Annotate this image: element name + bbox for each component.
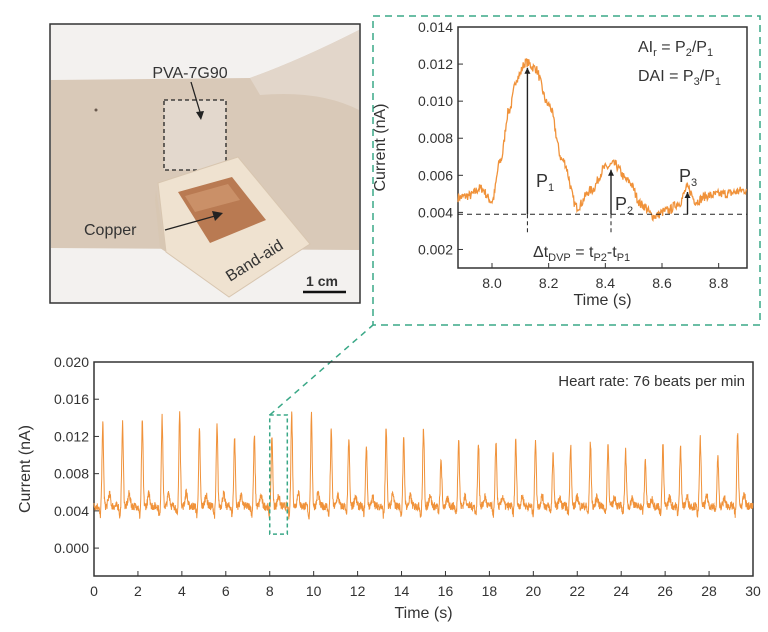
- main-chart: 0 2 4 6 8 10 12 14 16 18 20 22 24 26 28 300.0000.0040.0…: [17, 354, 761, 622]
- p1-label: P1: [536, 171, 554, 194]
- x-tick-label: 12: [350, 583, 366, 599]
- ai-formula: AIr = P2/P1: [638, 39, 713, 59]
- heart-rate-annotation: Heart rate: 76 beats per min: [558, 373, 745, 390]
- y-tick-label: 0.010: [418, 93, 453, 109]
- text-span: /P: [692, 39, 707, 56]
- text-span: = t: [571, 244, 594, 261]
- subscript: 3: [691, 177, 697, 189]
- text-span: P: [679, 166, 691, 186]
- text-span: -t: [607, 244, 617, 261]
- text-span: P: [536, 171, 548, 191]
- x-tick-label: 8.2: [539, 275, 559, 291]
- subscript: 1: [715, 76, 721, 88]
- main-series-line: [93, 411, 754, 520]
- y-axis-label: Current (nA): [372, 103, 389, 191]
- text-span: Δt: [533, 244, 549, 261]
- y-tick-label: 0.008: [418, 130, 453, 146]
- text-span: /P: [700, 68, 715, 85]
- y-tick-label: 0.012: [54, 428, 89, 444]
- scale-bar-label: 1 cm: [306, 273, 338, 289]
- inset-chart: 8.0 8.2 8.4 8.6 8.8 0.002 0.004 0.006 0.008 0.010…: [372, 19, 748, 309]
- text-span: = P: [657, 39, 686, 56]
- y-tick-label: 0.016: [54, 391, 89, 407]
- x-axis-label: Time (s): [394, 605, 452, 622]
- subscript: P2: [593, 252, 606, 264]
- y-tick-label: 0.008: [54, 466, 89, 482]
- y-tick-label: 0.014: [418, 19, 453, 35]
- subscript: 2: [627, 205, 633, 217]
- p2-arrow: [608, 169, 614, 176]
- plot-frame: [93, 361, 754, 577]
- plot-frame: [457, 26, 748, 269]
- x-tick-label: 8.0: [482, 275, 502, 291]
- y-tick-label: 0.006: [418, 167, 453, 183]
- y-tick-label: 0.020: [54, 354, 89, 370]
- subscript: 1: [548, 182, 554, 194]
- subscript: P1: [617, 252, 630, 264]
- x-tick-label: 28: [701, 583, 717, 599]
- inset-series-line: [457, 58, 748, 222]
- text-span: DAI = P: [638, 68, 694, 85]
- p3-label: P3: [679, 166, 697, 189]
- x-tick-label: 26: [657, 583, 673, 599]
- p1-arrow: [524, 67, 531, 74]
- x-tick-label: 22: [569, 583, 585, 599]
- y-tick-label: 0.004: [418, 204, 453, 220]
- x-tick-label: 8.6: [652, 275, 672, 291]
- x-tick-label: 14: [394, 583, 410, 599]
- x-tick-label: 16: [438, 583, 454, 599]
- zoom-connector-line: [269, 324, 374, 416]
- film-region-box: [163, 99, 227, 171]
- y-tick-label: 0.000: [54, 540, 89, 556]
- p3-arrow: [684, 191, 691, 198]
- p2-label: P2: [615, 194, 633, 217]
- x-tick-label: 24: [613, 583, 629, 599]
- x-tick-label: 10: [306, 583, 322, 599]
- x-tick-label: 18: [482, 583, 498, 599]
- subscript: r: [653, 47, 657, 59]
- subscript: 1: [707, 47, 713, 59]
- inset-zoom-frame: [372, 15, 761, 326]
- copper-label: Copper: [84, 222, 137, 239]
- y-tick-label: 0.004: [54, 503, 89, 519]
- subscript: 2: [686, 47, 692, 59]
- x-tick-label: 30: [745, 583, 761, 599]
- y-axis-label: Current (nA): [17, 425, 34, 513]
- delta-t-formula: ΔtDVP = tP2-tP1: [533, 244, 630, 264]
- x-tick-label: 4: [178, 583, 186, 599]
- subscript: DVP: [548, 252, 571, 264]
- y-tick-label: 0.002: [418, 241, 453, 257]
- x-tick-label: 8.4: [596, 275, 616, 291]
- zoom-region-box: [268, 414, 289, 535]
- x-tick-label: 8.8: [709, 275, 729, 291]
- x-tick-label: 20: [526, 583, 542, 599]
- x-tick-label: 0: [90, 583, 98, 599]
- x-axis-label: Time (s): [573, 292, 631, 309]
- x-tick-label: 2: [134, 583, 142, 599]
- text-span: AI: [638, 39, 653, 56]
- x-tick-label: 6: [222, 583, 230, 599]
- subscript: 3: [694, 76, 700, 88]
- x-tick-label: 8: [266, 583, 274, 599]
- text-span: P: [615, 194, 627, 214]
- wrist-photo: PVA-7G90 Copper Band-aid 1 cm: [49, 23, 361, 304]
- film-label: PVA-7G90: [152, 65, 227, 82]
- dai-formula: DAI = P3/P1: [638, 68, 721, 88]
- y-tick-label: 0.012: [418, 56, 453, 72]
